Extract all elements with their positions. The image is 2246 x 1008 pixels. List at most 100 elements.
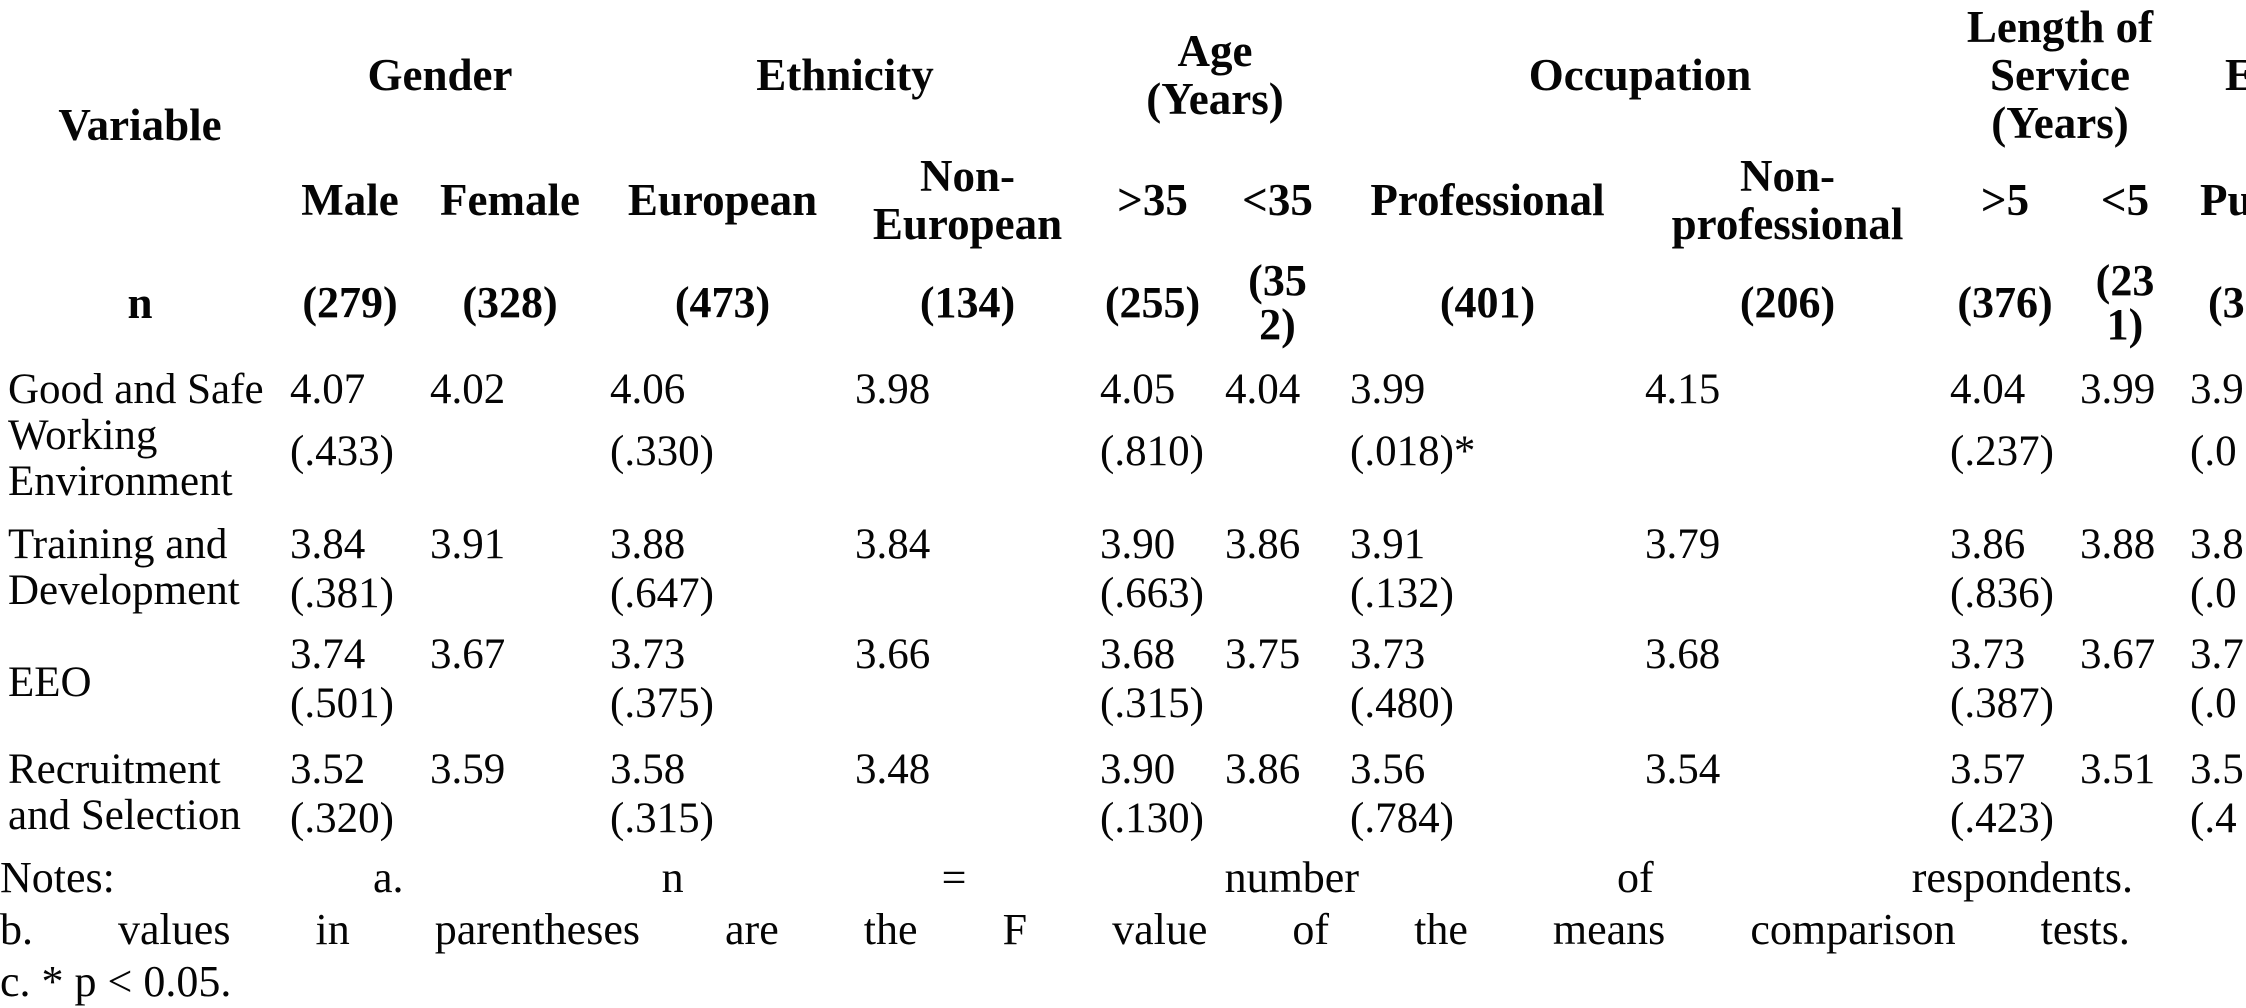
n-value-cell: (3 <box>2180 250 2246 355</box>
n-value: (473) <box>674 277 771 327</box>
value-cell: 3.68 (.315) <box>1090 632 1215 727</box>
value-cell: 3.79 <box>1635 522 1940 568</box>
column-header: European <box>600 150 845 250</box>
n-value-cell: (352) <box>1215 250 1340 355</box>
value-cell: 3.98 <box>845 367 1090 413</box>
n-row: n (279) (328) (473) (134) (255) (352) (401) (20… <box>0 250 2246 355</box>
group-header-label: Age (Years) <box>1146 26 1284 124</box>
notes-word: F <box>1002 905 1028 954</box>
column-header-label: European <box>627 175 818 225</box>
n-value: (3 <box>2208 277 2245 327</box>
f-value: (.320) <box>290 795 394 842</box>
mean-value: 3.5 <box>2190 746 2244 793</box>
value-cell: 3.75 <box>1215 632 1340 678</box>
n-value: (134) <box>919 277 1016 327</box>
column-header: >5 <box>1940 150 2070 250</box>
mean-value: 3.86 <box>1225 521 1301 568</box>
mean-value: 3.51 <box>2080 746 2156 793</box>
mean-value: 4.04 <box>1950 366 2026 413</box>
row-label: Recruitment and Selection <box>8 746 241 839</box>
notes-word: comparison <box>1750 905 1956 954</box>
mean-value: 3.86 <box>1950 521 2026 568</box>
f-value: (.132) <box>1350 570 1454 617</box>
value-cell: 3.99 (.018)* <box>1340 367 1635 475</box>
value-cell: 3.74 (.501) <box>280 632 420 727</box>
column-header: >35 <box>1090 150 1215 250</box>
f-value: (.0 <box>2190 680 2237 727</box>
subheader-row: Male Female European Non-European >35 <35 Prof… <box>280 150 2246 250</box>
f-value: (.480) <box>1350 680 1454 727</box>
mean-value: 3.88 <box>610 521 686 568</box>
value-cell: 3.99 <box>2070 367 2180 413</box>
value-cell: 4.04 <box>1215 367 1340 413</box>
f-value: (.381) <box>290 570 394 617</box>
mean-value: 3.79 <box>1645 521 1721 568</box>
group-header-row: Gender Ethnicity Age (Years) Occupation Leng… <box>280 0 2246 150</box>
group-header-age-years-: Age (Years) <box>1090 0 1340 150</box>
value-cell: 3.90 (.130) <box>1090 747 1215 842</box>
notes-word: the <box>1414 905 1468 954</box>
value-cell: 4.06 (.330) <box>600 367 845 475</box>
value-cell: 4.05 (.810) <box>1090 367 1215 475</box>
column-header-label: <35 <box>1242 175 1313 225</box>
mean-value: 3.54 <box>1645 746 1721 793</box>
f-value: (.423) <box>1950 795 2054 842</box>
notes-word: tests. <box>2040 905 2130 954</box>
n-row-label: n <box>127 277 153 328</box>
mean-value: 3.67 <box>430 631 506 678</box>
f-value: (.784) <box>1350 795 1454 842</box>
f-value: (.0 <box>2190 570 2237 617</box>
mean-value: 3.91 <box>430 521 506 568</box>
value-cell: 3.91 <box>420 522 600 568</box>
value-cell: 3.86 (.836) <box>1940 522 2070 617</box>
value-cell: 3.7 (.0 <box>2180 632 2246 727</box>
mean-value: 4.02 <box>430 366 506 413</box>
value-cell: 3.51 <box>2070 747 2180 793</box>
mean-value: 3.59 <box>430 746 506 793</box>
f-value: (.501) <box>290 680 394 727</box>
column-header: Pu <box>2180 150 2246 250</box>
notes-line-c: c. * p < 0.05. <box>0 957 232 1006</box>
mean-value: 3.99 <box>2080 366 2156 413</box>
notes-word: Notes: <box>0 853 115 902</box>
notes-word: a. <box>372 853 404 902</box>
column-header: Male <box>280 150 420 250</box>
row-label: Good and Safe Working Environment <box>8 366 264 505</box>
table-row: EEO 3.74 (.501) 3.67 3.73 (.375) 3.66 3.68 (.315… <box>0 620 2246 735</box>
value-cell: 3.59 <box>420 747 600 793</box>
group-header-label: E <box>2225 50 2246 100</box>
value-cell: 3.54 <box>1635 747 1940 793</box>
group-header-length-of-service-years-: Length of Service (Years) <box>1940 0 2180 150</box>
value-cell: 3.8 (.0 <box>2180 522 2246 617</box>
value-cell: 3.84 <box>845 522 1090 568</box>
mean-value: 3.73 <box>1950 631 2026 678</box>
f-value: (.647) <box>610 570 714 617</box>
value-cell: 3.86 <box>1215 522 1340 568</box>
notes-word: in <box>315 905 350 954</box>
f-value: (.375) <box>610 680 714 727</box>
value-cell: 4.07 (.433) <box>280 367 420 475</box>
notes-word: n <box>661 853 684 902</box>
n-value: (352) <box>1248 255 1307 349</box>
f-value: (.810) <box>1100 428 1204 475</box>
group-header-label: Occupation <box>1528 50 1752 100</box>
value-cell: 3.86 <box>1215 747 1340 793</box>
mean-value: 4.15 <box>1645 366 1721 413</box>
mean-value: 3.7 <box>2190 631 2244 678</box>
value-cell: 3.56 (.784) <box>1340 747 1635 842</box>
column-header-label: Non-European <box>872 151 1063 249</box>
value-cell: 3.67 <box>420 632 600 678</box>
table-body: Good and Safe Working Environment 4.07 (.4… <box>0 355 2246 850</box>
notes-word: values <box>118 905 231 954</box>
group-header-occupation: Occupation <box>1340 0 1940 150</box>
mean-value: 3.75 <box>1225 631 1301 678</box>
column-header-label: <5 <box>2100 175 2150 225</box>
value-cell: 3.90 (.663) <box>1090 522 1215 617</box>
column-header-label: >35 <box>1117 175 1188 225</box>
f-value: (.330) <box>610 428 714 475</box>
f-value: (.433) <box>290 428 394 475</box>
f-value: (.836) <box>1950 570 2054 617</box>
n-value: (206) <box>1739 277 1836 327</box>
value-cell: 3.73 (.375) <box>600 632 845 727</box>
n-value-cell: (376) <box>1940 250 2070 355</box>
